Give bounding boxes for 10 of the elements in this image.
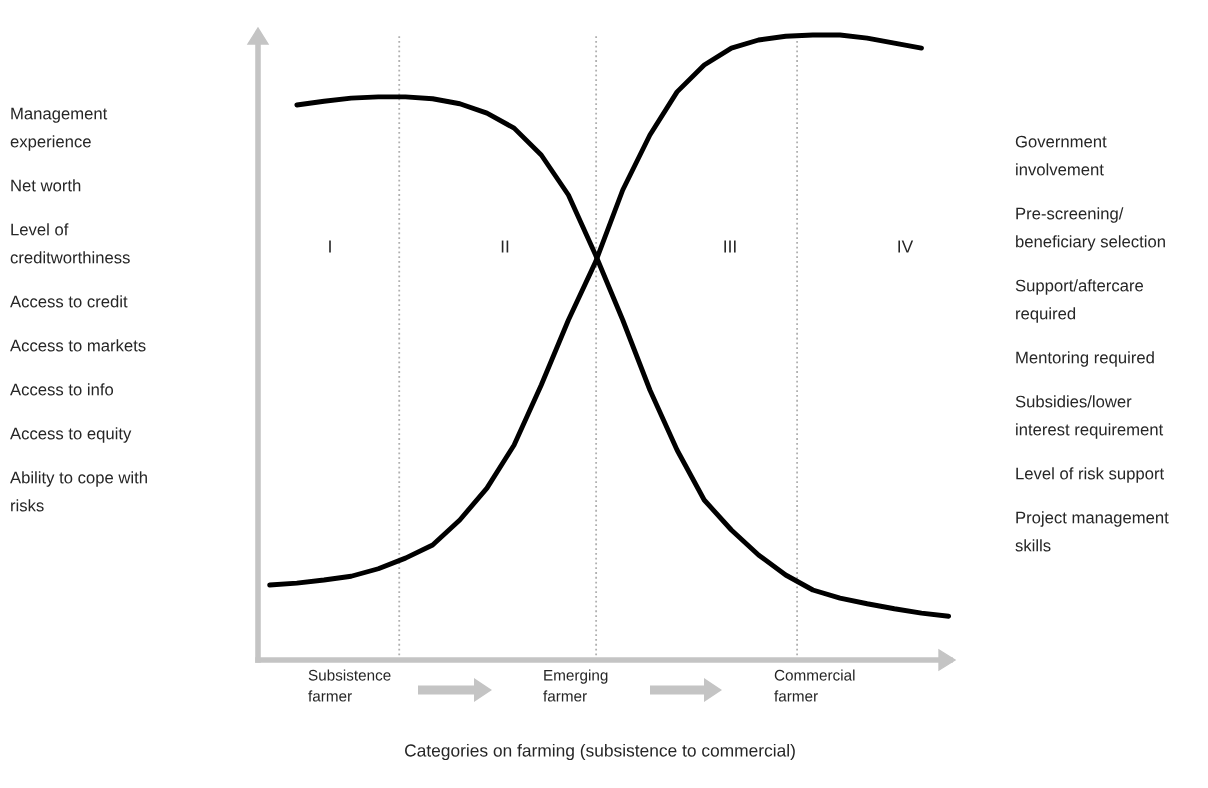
text: Subsistence farmer: [308, 669, 391, 702]
annotation: III: [724, 240, 736, 253]
annotation: II: [501, 240, 509, 253]
annotation: IV: [898, 240, 914, 253]
text: Commercial farmer: [774, 669, 855, 702]
text: Management experience Net worth Level of creditworthiness Access to credit Access to markets Access to info Access to equity Ability to cope with risks: [10, 107, 147, 512]
text: Government involvement Pre-screening/ beneficiary selection Support/aftercare required Mentoring required Subsidies/lower interest requirement Level of risk support Project management skills: [1015, 135, 1169, 552]
x-axis-title: Categories on farming (subsistence to commercial): [405, 743, 795, 761]
text: Emerging farmer: [543, 669, 608, 702]
annotation: I: [329, 240, 331, 253]
